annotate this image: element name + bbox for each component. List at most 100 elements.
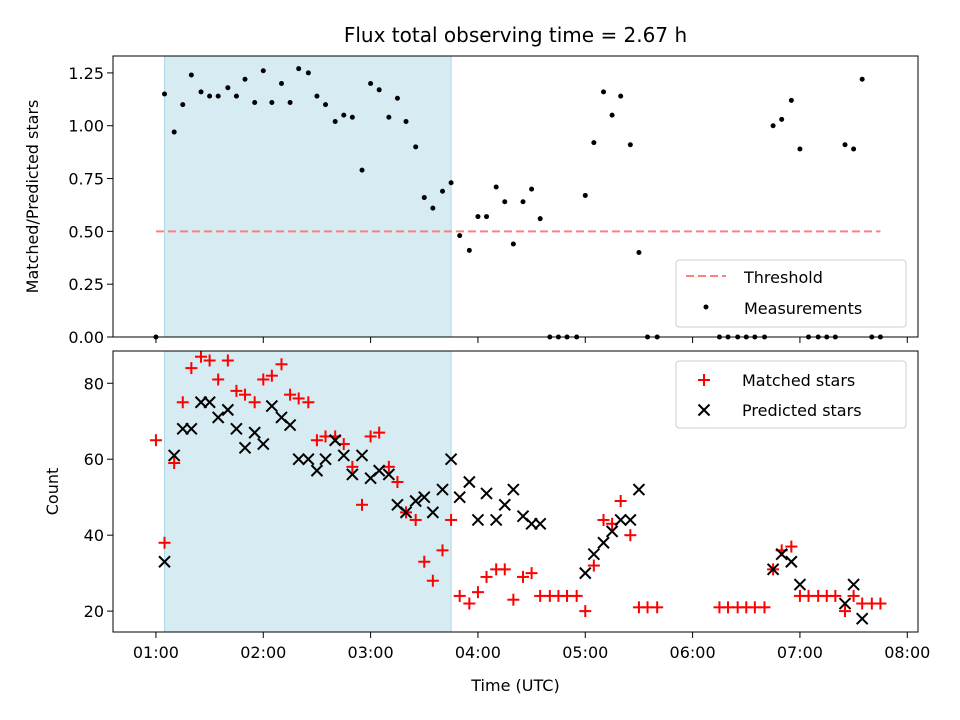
measurement-point <box>797 146 803 152</box>
measurement-point <box>851 146 857 152</box>
measurement-point <box>332 118 338 124</box>
cross-stroke <box>185 422 198 436</box>
measurement-point <box>260 68 266 74</box>
bottom-legend: Matched stars Predicted stars <box>675 360 907 429</box>
matched-star-point <box>409 513 422 526</box>
cross-stroke <box>409 494 422 508</box>
cross-stroke <box>632 483 646 496</box>
predicted-star-point <box>337 449 350 462</box>
measurement-point <box>279 80 285 86</box>
matched-stars-points <box>149 350 887 618</box>
predicted-star-point <box>238 441 252 455</box>
measurement-point <box>242 76 248 82</box>
matched-star-point <box>785 540 798 553</box>
cross-stroke <box>855 612 869 625</box>
cross-stroke <box>605 525 619 538</box>
predicted-star-point <box>409 494 422 508</box>
predicted-star-point <box>489 513 503 527</box>
matched-star-point <box>436 544 449 557</box>
cross-stroke <box>587 547 601 561</box>
cross-stroke <box>355 449 369 462</box>
predicted-star-point <box>480 487 493 500</box>
y-tick-label: 20 <box>84 602 104 621</box>
matched-star-point <box>570 589 583 602</box>
measurement-point <box>162 91 168 97</box>
predicted-star-point <box>203 396 216 409</box>
top-x-ticks <box>155 337 908 343</box>
cross-stroke <box>480 487 493 500</box>
measurement-point <box>475 214 481 220</box>
legend-measurements-label: Measurements <box>744 299 862 318</box>
predicted-star-point <box>158 555 171 568</box>
matched-star-point <box>829 589 842 602</box>
cross-stroke <box>785 555 798 568</box>
matched-star-point <box>391 476 404 489</box>
measurement-point <box>529 186 535 192</box>
matched-star-point <box>212 373 225 386</box>
predicted-star-point <box>185 422 198 436</box>
top-panel: 0.00 0.25 0.50 0.75 1.00 1.25 Flux total obse… <box>23 23 919 347</box>
cross-stroke <box>516 509 530 523</box>
cross-stroke <box>248 426 261 439</box>
x-tick-label: 03:00 <box>348 643 394 662</box>
measurement-point <box>493 184 499 190</box>
cross-stroke <box>257 437 270 451</box>
x-tick-label: 02:00 <box>240 643 286 662</box>
cross-stroke <box>847 578 860 591</box>
measurement-point <box>537 216 543 222</box>
cross-stroke <box>793 578 807 591</box>
predicted-star-point <box>265 399 279 413</box>
legend-cross-marker <box>697 403 711 417</box>
cross-stroke <box>337 449 350 462</box>
cross-stroke <box>471 513 485 527</box>
matched-star-point <box>579 605 592 618</box>
cross-stroke <box>507 483 520 496</box>
matched-star-point <box>614 494 627 507</box>
matched-star-point <box>463 597 476 610</box>
matched-star-point <box>356 498 369 511</box>
matched-star-point <box>195 350 208 363</box>
predicted-star-point <box>597 536 610 549</box>
measurement-point <box>207 93 213 99</box>
measurement-point <box>770 123 776 129</box>
cross-stroke <box>453 490 466 504</box>
x-tick-label: 01:00 <box>133 643 179 662</box>
top-legend-box <box>675 259 907 328</box>
measurement-point <box>636 249 642 255</box>
measurement-point <box>582 192 588 198</box>
x-tick-label: 08:00 <box>884 643 930 662</box>
predicted-star-point <box>418 490 431 504</box>
measurement-point <box>305 70 311 76</box>
cross-stroke <box>203 396 216 409</box>
predicted-star-point <box>775 547 788 561</box>
cross-stroke <box>211 411 225 424</box>
predicted-star-point <box>292 453 305 466</box>
cross-stroke <box>328 434 342 447</box>
matched-star-point <box>418 555 431 568</box>
cross-stroke <box>436 483 449 496</box>
predicted-star-point <box>838 597 852 610</box>
matched-star-point <box>445 513 458 526</box>
measurement-point <box>233 93 239 99</box>
matched-star-point <box>239 388 252 401</box>
bottom-y-ticks: 20 40 60 80 <box>84 374 113 621</box>
top-y-axis-label: Matched/Predicted stars <box>23 100 42 294</box>
cross-stroke <box>775 547 788 561</box>
predicted-star-point <box>498 498 511 511</box>
cross-stroke <box>418 490 431 504</box>
measurement-point <box>440 188 446 194</box>
matched-star-point <box>471 586 484 599</box>
matched-star-point <box>382 460 395 473</box>
predicted-star-point <box>319 453 332 466</box>
predicted-star-point <box>230 422 243 436</box>
measurement-point <box>859 76 865 82</box>
matched-star-point <box>176 396 189 409</box>
predicted-star-point <box>436 483 449 496</box>
predicted-star-point <box>399 506 413 519</box>
measurement-point <box>296 66 302 72</box>
legend-predicted-swatch <box>697 403 711 417</box>
predicted-star-point <box>382 468 396 481</box>
matched-star-point <box>168 457 181 470</box>
matched-star-point <box>203 354 216 367</box>
measurement-point <box>376 87 382 93</box>
